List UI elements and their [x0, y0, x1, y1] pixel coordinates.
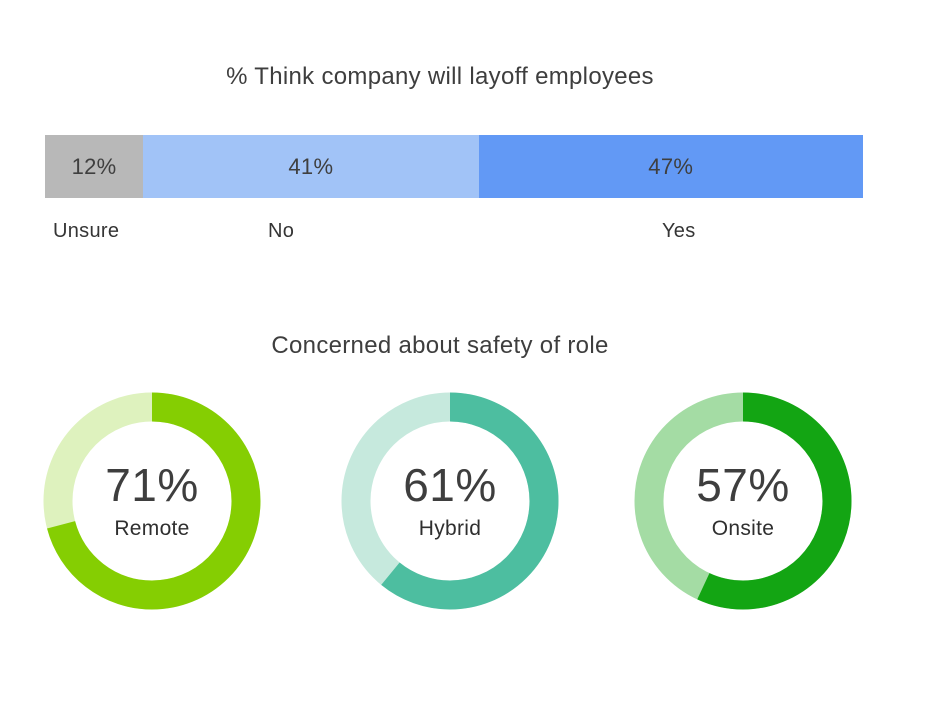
donut-onsite-value: 57%: [696, 458, 790, 511]
bar-category-no: No: [268, 220, 295, 242]
stacked-bar-chart: 12% 41% 47%: [45, 135, 863, 198]
donut-hybrid-label: Hybrid: [418, 516, 482, 540]
donut-chart-row: 71% Remote 61% Hybrid 57% Onsite: [0, 392, 938, 610]
donut-remote-label: Remote: [114, 516, 190, 540]
donut-onsite: 57% Onsite: [634, 392, 852, 610]
donut-hybrid: 61% Hybrid: [341, 392, 559, 610]
bar-segment-yes: 47%: [478, 135, 863, 198]
bar-segment-unsure-value: 12%: [71, 153, 117, 179]
bar-category-labels: Unsure No Yes: [0, 220, 938, 246]
donut-chart-title: Concerned about safety of role: [271, 332, 609, 359]
donut-ring-svg: [634, 392, 852, 610]
bar-segment-yes-value: 47%: [648, 153, 694, 179]
bar-category-unsure: Unsure: [53, 220, 120, 242]
donut-onsite-center: 57% Onsite: [634, 392, 852, 610]
donut-remote-value: 71%: [105, 458, 199, 511]
donut-remote-center: 71% Remote: [43, 392, 261, 610]
donut-onsite-label: Onsite: [711, 516, 775, 540]
donut-remote: 71% Remote: [43, 392, 261, 610]
donut-hybrid-value: 61%: [403, 458, 497, 511]
bar-segment-unsure: 12%: [45, 135, 144, 198]
bar-segment-no-value: 41%: [288, 153, 334, 179]
bar-chart-title: % Think company will layoff employees: [226, 63, 654, 90]
donut-hybrid-center: 61% Hybrid: [341, 392, 559, 610]
bar-segment-no: 41%: [143, 135, 479, 198]
donut-ring-svg: [43, 392, 261, 610]
bar-category-yes: Yes: [662, 220, 696, 242]
donut-ring-svg: [341, 392, 559, 610]
